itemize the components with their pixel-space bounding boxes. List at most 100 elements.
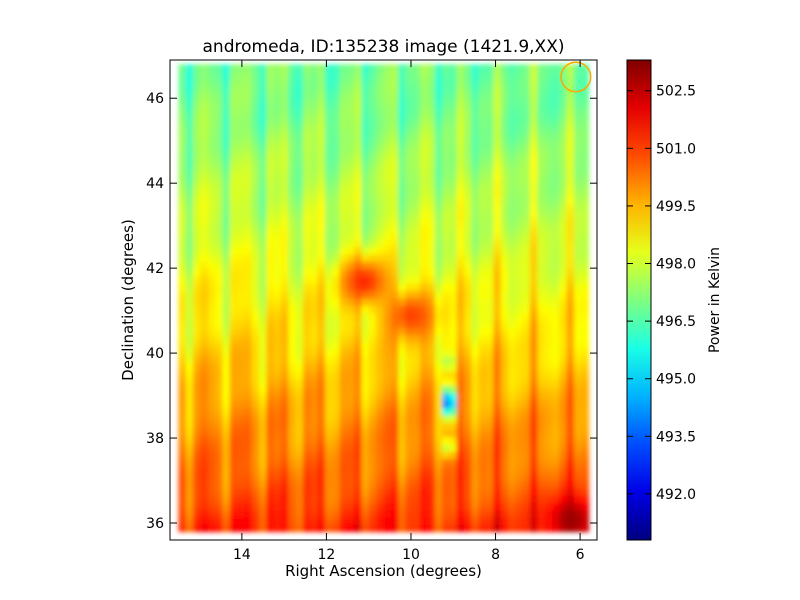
heatmap-cell [559,363,568,372]
heatmap-cell [522,327,531,335]
heatmap-cell [412,78,421,87]
heatmap-cell [200,516,209,525]
heatmap-cell [178,414,187,423]
heatmap-cell [420,378,429,387]
heatmap-cell [581,487,590,496]
heatmap-cell [573,188,582,197]
heatmap-cell [427,363,436,372]
heatmap-cell [478,166,487,175]
heatmap-cell [200,195,209,204]
heatmap-cell [368,239,377,248]
heatmap-cell [551,202,560,211]
heatmap-cell [251,297,260,306]
heatmap-cell [302,275,311,284]
heatmap-cell [376,246,385,255]
heatmap-cell [507,458,516,467]
heatmap-cell [398,108,407,116]
heatmap-cell [273,93,282,102]
heatmap-cell [259,495,267,503]
heatmap-cell [310,451,319,460]
heatmap-cell [354,436,363,445]
heatmap-cell [515,137,524,146]
heatmap-cell [486,509,494,518]
heatmap-cell [207,436,216,445]
heatmap-cell [207,400,216,408]
heatmap-cell [390,283,399,292]
heatmap-cell [229,392,238,401]
heatmap-cell [464,195,472,204]
heatmap-cell [376,370,385,379]
heatmap-cell [529,86,538,95]
heatmap-cell [581,78,590,87]
heatmap-cell [237,487,245,496]
heatmap-cell [544,370,553,379]
heatmap-cell [398,407,407,416]
heatmap-cell [522,151,531,160]
heatmap-cell [346,210,355,219]
heatmap-cell [405,246,414,255]
heatmap-cell [486,392,494,401]
heatmap-cell [310,202,319,211]
heatmap-cell [551,173,560,182]
heatmap-cell [207,487,216,496]
heatmap-cell [522,137,531,146]
heatmap-cell [237,232,245,241]
heatmap-cell [244,188,253,197]
heatmap-cell [193,254,202,262]
heatmap-cell [317,327,326,335]
heatmap-cell [559,144,568,153]
heatmap-cell [317,173,326,182]
heatmap-cell [178,217,187,226]
heatmap-cell [295,327,304,335]
heatmap-cell [185,71,194,80]
heatmap-cell [222,465,231,474]
heatmap-cell [215,378,223,387]
heatmap-cell [529,341,538,350]
x-tick-label: 6 [576,547,585,563]
heatmap-cell [346,173,355,182]
heatmap-cell [442,195,450,204]
heatmap-cell [376,480,385,489]
heatmap-cell [390,524,399,533]
heatmap-cell [529,159,538,168]
heatmap-cell [544,348,553,357]
heatmap-cell [200,524,209,533]
heatmap-cell [288,188,297,197]
heatmap-cell [193,224,202,233]
heatmap-cell [383,473,392,481]
heatmap-cell [500,86,509,95]
heatmap-cell [354,166,363,175]
heatmap-cell [354,71,363,80]
heatmap-cell [442,400,450,408]
heatmap-cell [449,275,458,284]
heatmap-cell [200,283,209,292]
heatmap-cell [581,319,590,328]
heatmap-cell [215,502,223,511]
heatmap-cell [178,363,187,372]
heatmap-cell [412,407,421,416]
heatmap-cell [383,100,392,109]
heatmap-cell [295,305,304,314]
heatmap-cell [324,122,333,131]
heatmap-cell [390,108,399,116]
heatmap-cell [383,195,392,204]
heatmap-cell [251,108,260,116]
heatmap-cell [266,108,275,116]
heatmap-cell [427,465,436,474]
heatmap-cell [324,363,333,372]
heatmap-cell [515,495,524,503]
heatmap-cell [420,202,429,211]
heatmap-cell [259,370,267,379]
heatmap-cell [420,254,429,262]
heatmap-cell [522,232,531,241]
heatmap-cell [222,261,231,270]
heatmap-cell [507,108,516,116]
heatmap-cell [244,144,253,153]
heatmap-cell [185,283,194,292]
heatmap-cell [507,305,516,314]
heatmap-cell [273,173,282,182]
heatmap-cell [200,443,209,452]
heatmap-cell [507,334,516,343]
heatmap-cell [207,239,216,248]
heatmap-cell [566,159,575,168]
